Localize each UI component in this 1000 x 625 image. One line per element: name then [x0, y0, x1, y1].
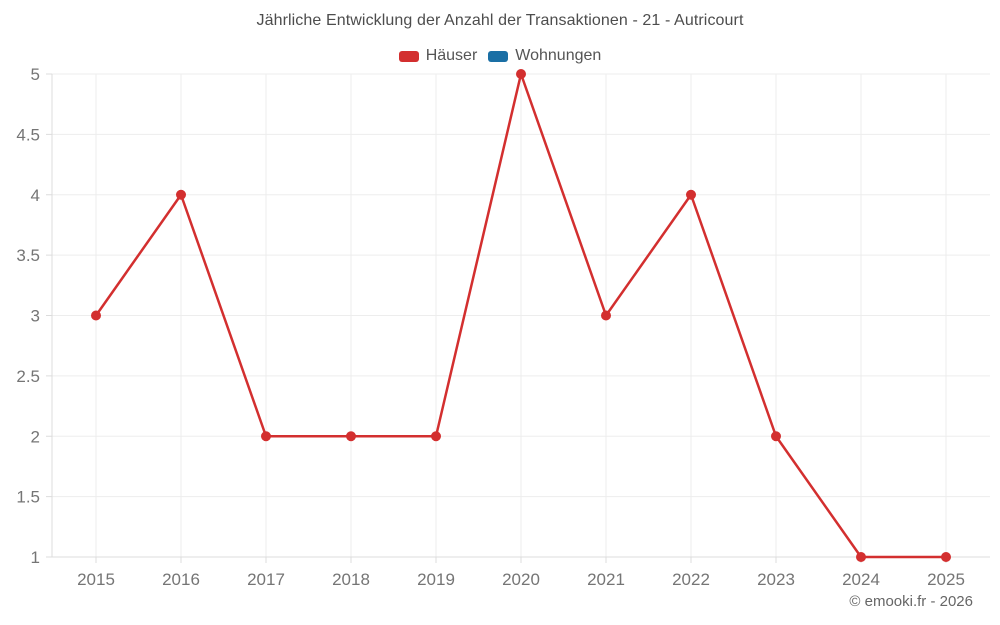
legend-label-wohnungen: Wohnungen: [515, 47, 602, 64]
y-tick-label: 2: [31, 427, 40, 446]
x-tick-label: 2017: [247, 570, 285, 589]
chart-title: Jährliche Entwicklung der Anzahl der Tra…: [256, 12, 744, 29]
y-tick-label: 5: [31, 65, 40, 84]
hauser-series-swatch-icon: [398, 50, 419, 62]
x-tick-label: 2019: [417, 570, 455, 589]
x-tick-label: 2023: [757, 570, 795, 589]
legend-item-wohnungen[interactable]: Wohnungen: [488, 47, 601, 65]
data-point: [686, 189, 696, 200]
data-point: [431, 431, 441, 442]
x-tick-label: 2016: [162, 570, 200, 589]
data-point: [91, 310, 101, 321]
copyright-credit: © emooki.fr - 2026: [849, 593, 973, 610]
data-point: [601, 310, 611, 321]
x-tick-label: 2022: [672, 570, 710, 589]
legend-item-hauser[interactable]: Häuser: [398, 47, 478, 65]
data-point: [516, 69, 526, 79]
x-tick-label: 2018: [332, 570, 370, 589]
y-tick-label: 3.5: [16, 246, 40, 265]
y-tick-label: 2.5: [16, 367, 40, 386]
x-tick-label: 2025: [927, 570, 965, 589]
legend-label-hauser: Häuser: [425, 47, 478, 64]
x-tick-label: 2024: [842, 570, 880, 589]
y-tick-label: 3: [31, 307, 40, 326]
chart-legend: Häuser Wohnungen: [0, 47, 1000, 65]
x-tick-label: 2015: [77, 570, 115, 589]
data-point: [771, 431, 781, 442]
data-point: [176, 189, 186, 200]
x-tick-label: 2021: [587, 570, 625, 589]
y-tick-label: 4: [31, 186, 40, 205]
data-point: [261, 431, 271, 442]
data-point: [346, 431, 356, 442]
y-tick-label: 1.5: [16, 488, 40, 507]
data-point: [856, 552, 866, 562]
y-tick-label: 4.5: [16, 125, 40, 144]
x-tick-label: 2020: [502, 570, 540, 589]
y-tick-label: 1: [31, 548, 40, 567]
data-point: [941, 552, 951, 562]
wohnungen-series-swatch-icon: [488, 50, 509, 62]
